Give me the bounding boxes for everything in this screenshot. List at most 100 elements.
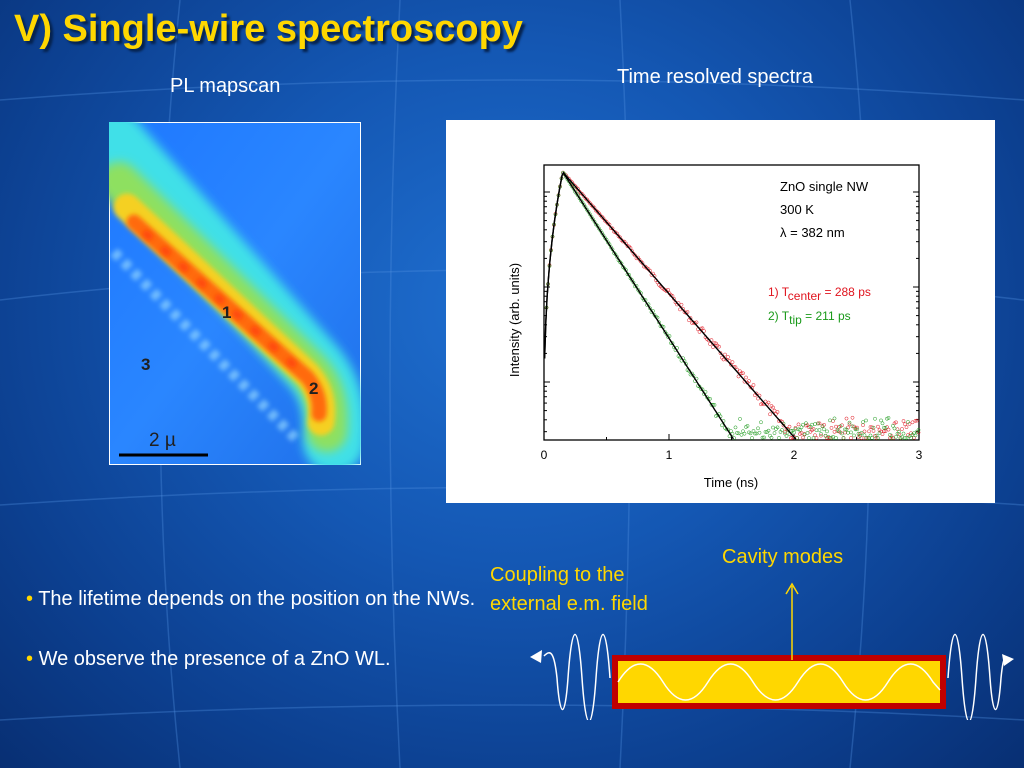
data-point [841, 436, 846, 440]
data-point [723, 352, 727, 357]
legend-center-sub: center [788, 289, 821, 303]
data-point [807, 436, 811, 440]
legend-center-prefix: 1) T [768, 285, 790, 299]
data-point [816, 421, 820, 426]
data-point [630, 249, 634, 253]
data-point [874, 436, 879, 440]
data-point [733, 425, 738, 430]
plot-frame [543, 164, 920, 441]
data-point [751, 383, 756, 387]
data-point [685, 310, 690, 314]
data-point [822, 427, 826, 432]
data-point [876, 424, 880, 429]
bullet-symbol: • [26, 588, 34, 610]
data-point [888, 432, 892, 437]
data-point [780, 428, 784, 432]
data-point [768, 412, 772, 417]
data-point [741, 429, 745, 434]
data-point [615, 255, 619, 259]
data-point [862, 433, 867, 438]
data-point [753, 431, 757, 436]
x-tick-label: 2 [791, 448, 798, 462]
data-point [759, 420, 763, 425]
pl-label-3: 3 [141, 355, 150, 374]
data-point [792, 430, 796, 435]
data-point [736, 431, 741, 436]
left-arrow-head-icon [530, 650, 542, 663]
data-point [889, 436, 894, 440]
data-point [901, 419, 906, 423]
data-point [882, 425, 886, 430]
data-point [867, 429, 871, 434]
data-point [718, 351, 723, 355]
data-point [847, 422, 852, 427]
data-point [868, 433, 873, 438]
scale-bar-label: 2 µ [149, 430, 176, 451]
data-point [844, 416, 849, 421]
data-point [886, 427, 891, 432]
data-point [892, 426, 897, 431]
data-point [708, 342, 712, 346]
legend-center: 1) Tcenter = 288 ps [768, 285, 871, 303]
data-point [631, 280, 636, 285]
data-point [870, 436, 874, 440]
bullet-list: • The lifetime depends on the position o… [26, 584, 496, 674]
data-point [712, 403, 717, 407]
x-axis-ticks: 0 1 2 3 [541, 434, 923, 462]
data-point [807, 425, 811, 430]
data-point [730, 360, 735, 365]
x-axis-label: Time (ns) [704, 475, 758, 490]
data-point [777, 436, 781, 440]
data-point [834, 424, 838, 429]
data-point [813, 433, 817, 438]
data-point [618, 235, 622, 240]
data-point [771, 405, 775, 410]
data-point [828, 418, 832, 423]
data-point [820, 424, 825, 429]
data-point [849, 430, 853, 435]
cavity-mode-wave [617, 663, 941, 701]
data-point [837, 429, 841, 434]
fit-line [543, 171, 797, 440]
fit-lines [543, 171, 797, 440]
data-point [909, 436, 913, 440]
data-point [861, 423, 865, 427]
data-point [847, 420, 852, 425]
data-point [592, 219, 597, 224]
time-resolved-caption: Time resolved spectra [617, 66, 813, 88]
legend-center-suffix: = 288 ps [821, 285, 871, 299]
data-point [876, 436, 880, 440]
data-point [832, 416, 837, 421]
data-point [817, 421, 822, 426]
data-point [726, 355, 730, 359]
data-point [844, 427, 849, 432]
data-point [688, 316, 693, 320]
data-point [805, 431, 810, 435]
fit-line [543, 171, 734, 440]
data-point [849, 436, 853, 440]
data-point [834, 436, 838, 440]
data-point [772, 431, 777, 435]
data-point [811, 436, 816, 440]
data-point [787, 424, 792, 429]
data-point [750, 436, 754, 440]
data-point [855, 427, 859, 432]
data-point [775, 410, 780, 414]
data-point [741, 371, 745, 376]
data-point [747, 379, 751, 383]
data-point [756, 426, 760, 431]
data-point [811, 427, 816, 431]
right-arrow-head-icon [1002, 654, 1014, 666]
pl-label-1: 1 [222, 303, 231, 322]
data-point [873, 416, 877, 421]
data-point [819, 432, 823, 436]
data-point [760, 435, 765, 440]
left-emission-wave [543, 633, 611, 720]
x-tick-label: 3 [916, 448, 923, 462]
data-point [744, 375, 748, 380]
data-point [916, 428, 921, 432]
data-point [904, 436, 909, 440]
data-point [757, 430, 762, 435]
data-point [748, 431, 753, 436]
data-point [871, 425, 876, 430]
